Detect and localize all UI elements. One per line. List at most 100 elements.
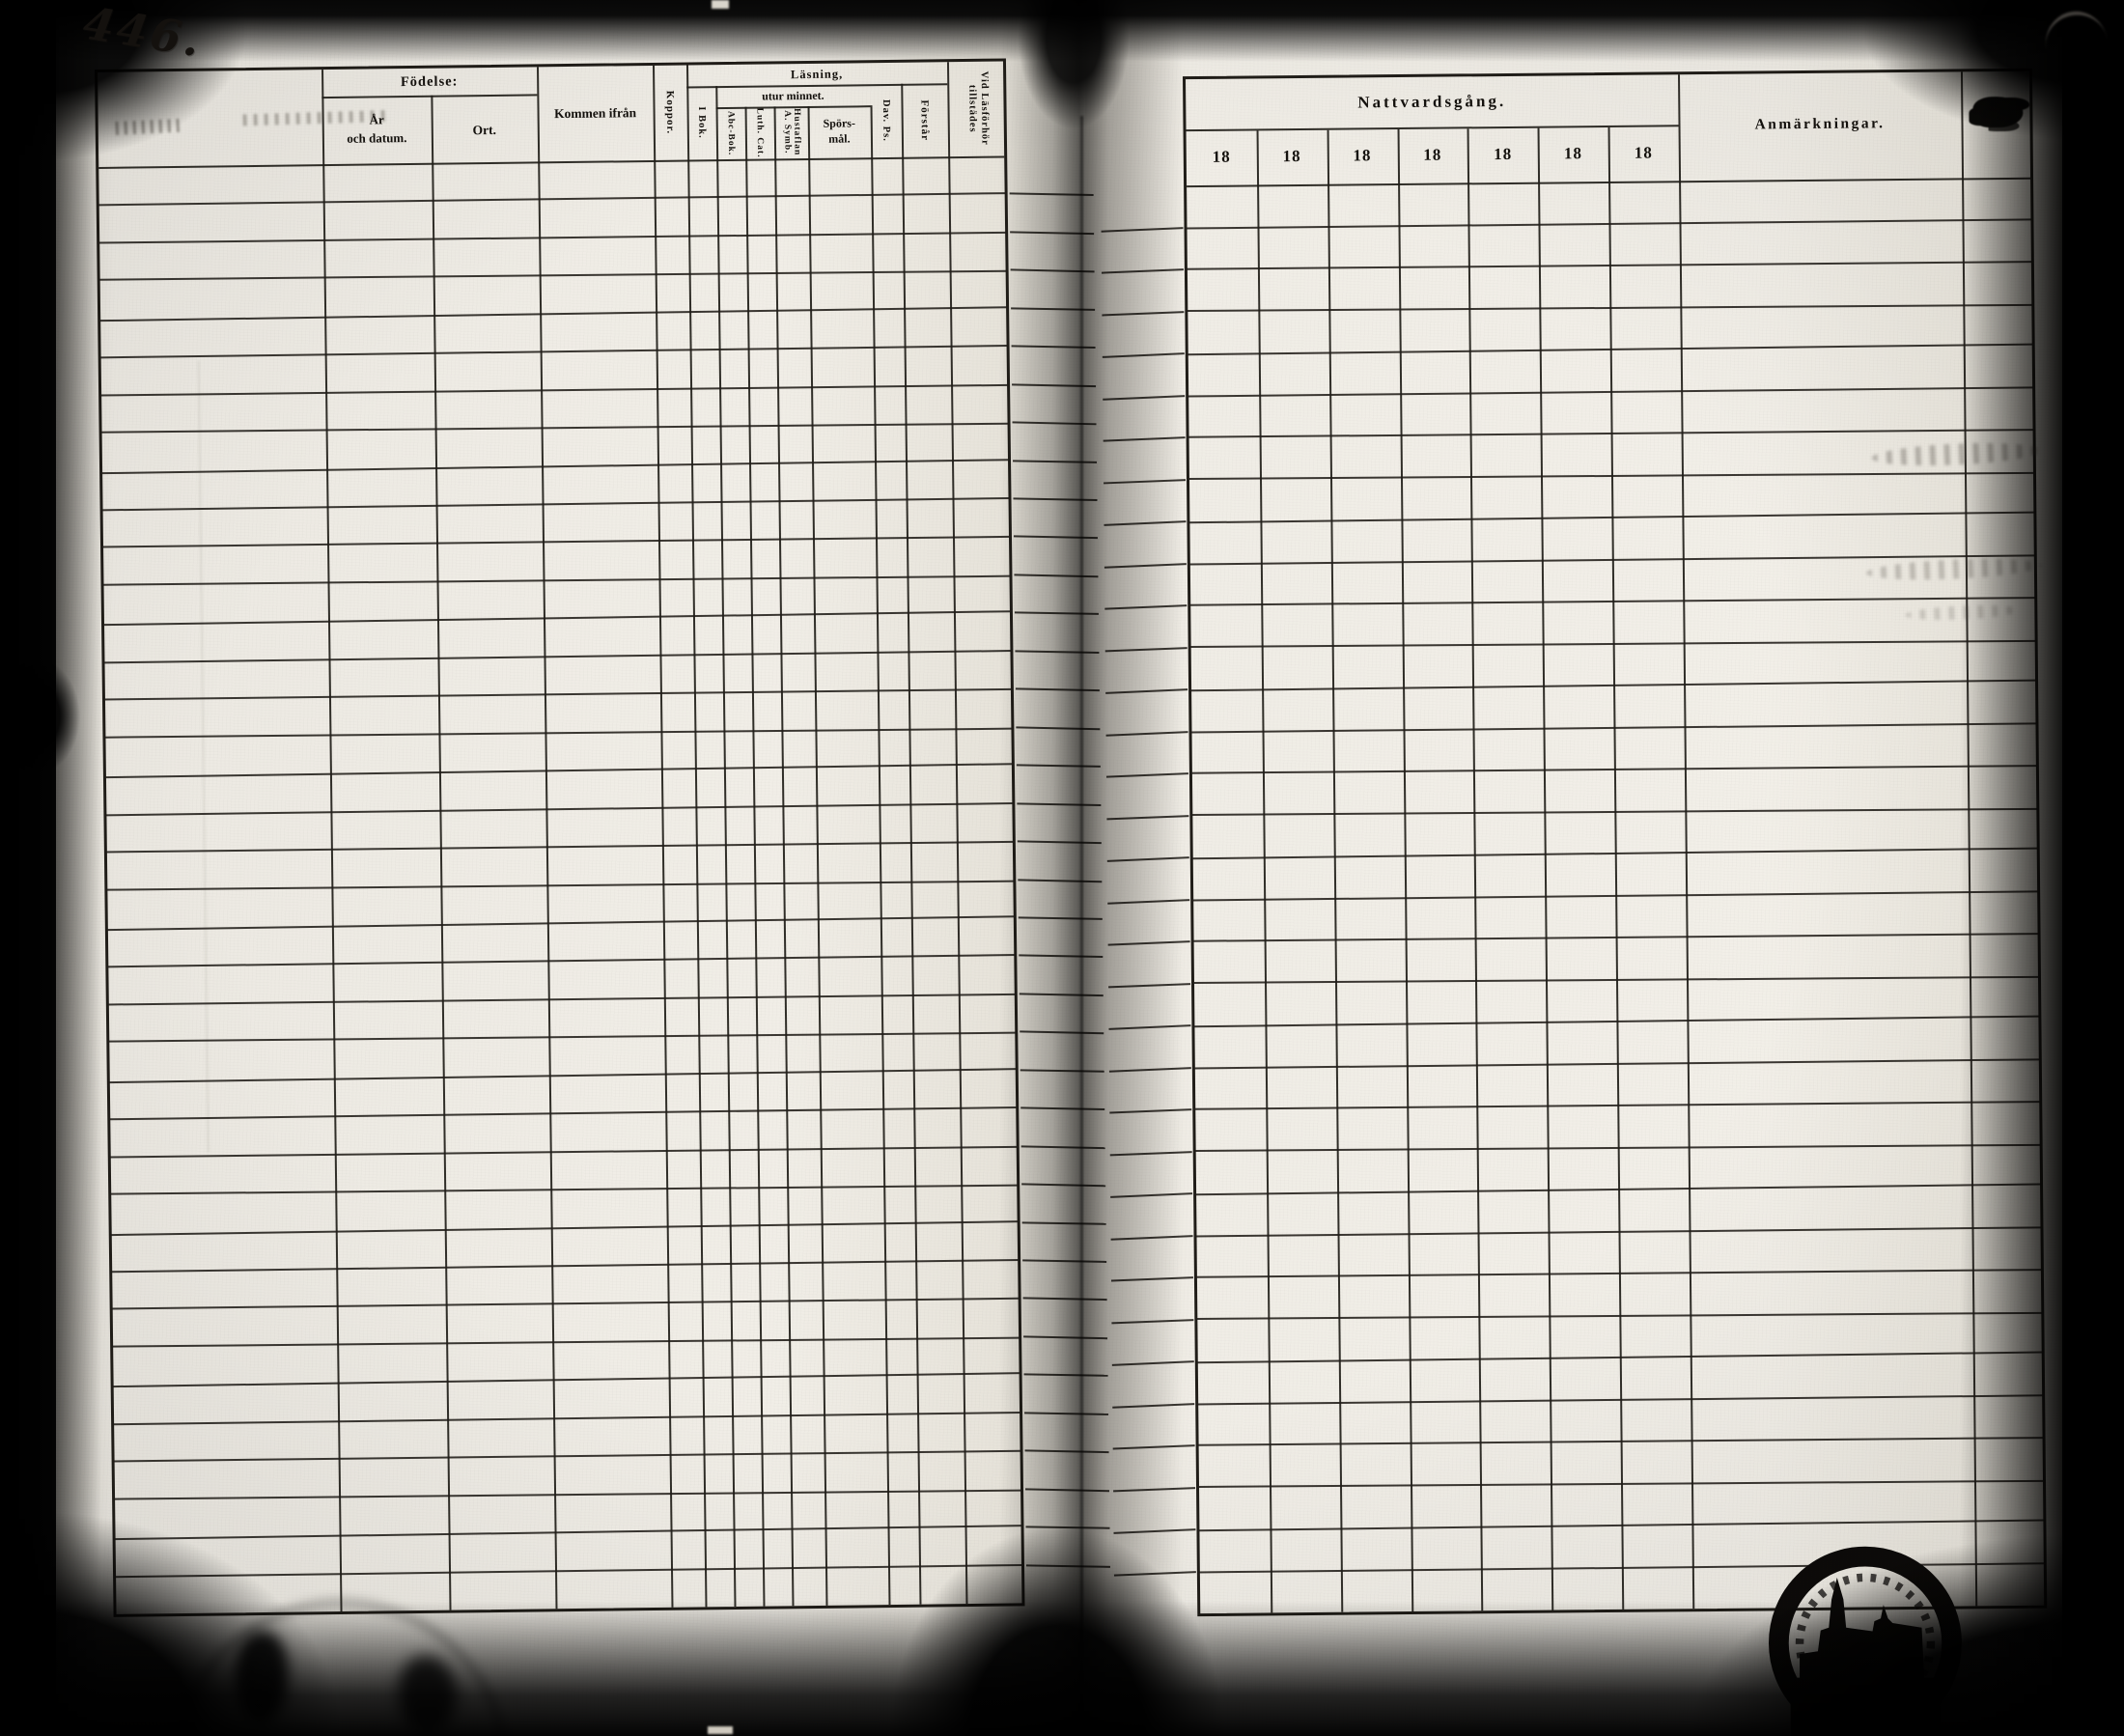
ruled-row-line <box>1019 954 1104 959</box>
column-hustaflan-line1: Hustaflan <box>792 108 802 156</box>
column-group-utur-minnet: utur minnet. <box>762 88 824 103</box>
ruled-row-line <box>1022 1259 1107 1263</box>
ruled-row-line <box>114 1525 1022 1541</box>
scan-edge-notch <box>708 1726 733 1734</box>
ruled-row-line <box>109 1145 1018 1159</box>
ruled-row-line <box>1110 1276 1193 1282</box>
ruled-row-line <box>1025 1487 1110 1492</box>
ruled-row-line <box>1013 535 1098 540</box>
ruled-row-line <box>103 688 1012 701</box>
ruled-row-line <box>103 649 1012 664</box>
archive-stamp-icon <box>1769 1546 1962 1736</box>
ruled-row-line <box>110 1219 1019 1236</box>
ruled-row-line <box>1109 1108 1192 1114</box>
ruled-row-line <box>1195 1269 2042 1278</box>
column-ar-och-datum: År och datum. <box>321 98 432 162</box>
year-column-label: 18 <box>1563 144 1583 163</box>
ruled-row-line <box>1105 730 1188 737</box>
ruled-row-line <box>1188 429 2034 438</box>
year-column-label: 18 <box>1282 147 1301 166</box>
ruled-row-line <box>102 536 1010 548</box>
ruled-row-line <box>1113 1570 1196 1577</box>
ruled-row-line <box>1018 878 1103 882</box>
right-gutter-rows <box>1101 185 1196 1614</box>
column-koppor-text: Koppor. <box>663 90 677 135</box>
ruled-row-line <box>1191 847 2038 860</box>
ruled-row-line <box>1190 765 2037 774</box>
ruled-row-line <box>1022 1297 1107 1302</box>
ruled-row-line <box>1023 1373 1108 1378</box>
column-group-fodelse: Födelse: <box>400 73 459 91</box>
column-anmarkningar: Anmärkningar. <box>1754 115 1886 133</box>
ruled-row-line <box>1103 436 1186 442</box>
ruled-row-line <box>1112 1444 1195 1450</box>
column-vid-lasforhor: Vid Läsförhör tillstädes <box>947 63 1008 154</box>
ruled-row-line <box>1189 639 2036 648</box>
column-ar-line1: År <box>369 112 384 127</box>
ruled-row-line <box>115 1563 1023 1578</box>
ruled-row-line <box>1020 1106 1105 1111</box>
ruled-row-line <box>107 954 1016 968</box>
ruled-row-line <box>1113 1528 1196 1534</box>
ruled-row-line <box>1104 562 1187 569</box>
ruled-row-line <box>1106 814 1189 820</box>
ruled-row-line <box>1017 801 1102 806</box>
ruled-row-line <box>1108 1066 1191 1073</box>
ruled-row-line <box>1101 268 1184 274</box>
ruled-row-line <box>106 915 1015 932</box>
year-column-label: 18 <box>1353 146 1372 165</box>
ruled-row-line <box>100 383 1009 397</box>
ruled-row-line <box>1013 497 1098 502</box>
ruled-row-line <box>1189 597 2036 606</box>
column-i-bok-text: I Bok. <box>696 106 708 140</box>
column-kommen-ifran: Kommen ifrån <box>553 105 637 122</box>
year-header-row: 18 18 18 18 18 18 18 <box>1187 126 1679 183</box>
ruled-row-line <box>1105 688 1188 694</box>
ruled-row-line <box>1104 478 1187 484</box>
ruled-row-line <box>102 574 1011 586</box>
ruled-row-line <box>1021 1183 1106 1188</box>
year-column-label: 18 <box>1494 144 1513 164</box>
ruled-row-line <box>1020 1030 1104 1035</box>
ruled-row-line <box>1107 898 1190 905</box>
ruled-row-line <box>108 1031 1017 1043</box>
column-dav-ps-text: Dav. Ps. <box>880 98 892 142</box>
left-register-table: Födelse: År och datum. Ort. Kommen ifrån… <box>95 57 1110 1617</box>
ruled-row-line <box>107 993 1016 1006</box>
ruled-row-line <box>1187 303 2033 312</box>
ruled-row-line <box>1113 1486 1196 1492</box>
ruled-row-line <box>1111 1318 1194 1324</box>
ruled-row-line <box>1188 471 2034 480</box>
ruled-row-line <box>1104 520 1187 526</box>
ruled-row-line <box>1196 1351 2043 1364</box>
book-fold-line <box>1080 116 1083 1736</box>
ruled-row-line <box>113 1411 1021 1426</box>
scan-edge-notch <box>712 0 729 9</box>
ruled-row-line <box>1013 459 1098 463</box>
ruled-row-line <box>1188 511 2035 524</box>
ruled-row-line <box>1017 840 1102 845</box>
ruled-row-line <box>1101 226 1184 233</box>
ruled-row-line <box>1014 574 1099 578</box>
column-sporsmal: Spörs- mål. <box>808 105 872 158</box>
ruled-row-line <box>105 801 1014 816</box>
ruled-row-line <box>1107 940 1190 946</box>
column-abc-bok-text: Abc-Bok. <box>725 110 737 156</box>
column-hustaflan-line2: A. Symb. <box>782 110 793 154</box>
ruled-row-line <box>1023 1335 1108 1340</box>
ruled-row-line <box>1195 1183 2042 1196</box>
ruled-row-line <box>1192 933 2039 942</box>
ruled-row-line <box>1015 687 1100 692</box>
ruled-row-line <box>1110 1192 1193 1198</box>
ruled-row-line <box>1015 650 1100 654</box>
faded-handwriting-ghost <box>115 118 184 135</box>
ruled-row-line <box>108 1067 1017 1083</box>
ruled-row-line <box>1103 394 1186 401</box>
ruled-row-line <box>1195 1225 2042 1237</box>
ruled-row-line <box>1193 1057 2040 1069</box>
column-hustaflan: Hustaflan A. Symb. <box>774 106 809 158</box>
header-ink-blob <box>1972 96 2024 128</box>
ruled-row-line <box>1193 1015 2040 1028</box>
ruled-row-line <box>111 1298 1020 1310</box>
ruled-row-line <box>1192 889 2039 902</box>
